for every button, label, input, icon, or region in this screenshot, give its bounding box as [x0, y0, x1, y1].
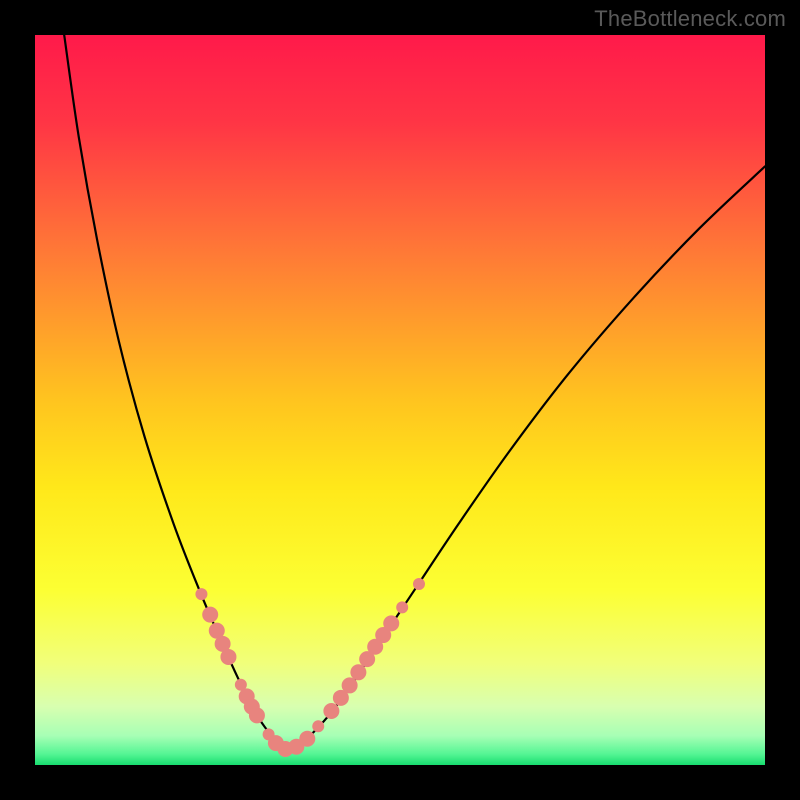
- data-marker: [342, 677, 358, 693]
- chart-container: TheBottleneck.com: [0, 0, 800, 800]
- plot-svg: [35, 35, 765, 765]
- watermark-text: TheBottleneck.com: [594, 6, 786, 32]
- data-marker: [383, 615, 399, 631]
- data-marker: [220, 649, 236, 665]
- plot-area: [35, 35, 765, 765]
- data-marker: [350, 664, 366, 680]
- data-marker: [323, 703, 339, 719]
- data-marker: [195, 588, 207, 600]
- data-marker: [312, 720, 324, 732]
- data-marker: [396, 601, 408, 613]
- data-marker: [299, 731, 315, 747]
- data-marker: [202, 607, 218, 623]
- gradient-background: [35, 35, 765, 765]
- data-marker: [413, 578, 425, 590]
- data-marker: [249, 707, 265, 723]
